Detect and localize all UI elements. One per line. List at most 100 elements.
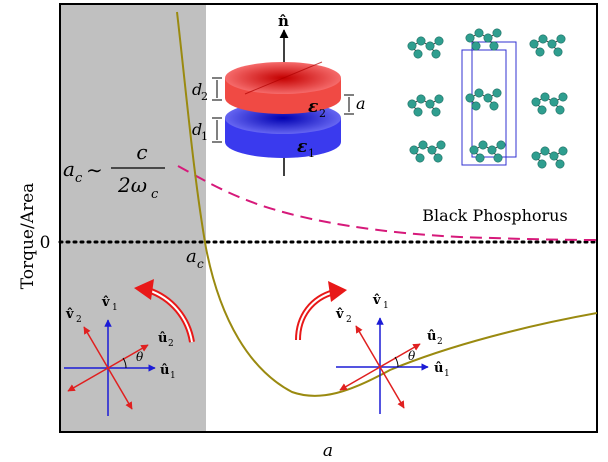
atom [471,101,481,111]
atom [553,47,563,57]
v2-sub-right: 2 [346,315,352,325]
atom [492,88,502,98]
atom [434,36,444,46]
eps1-sub: 1 [308,147,315,160]
atom [556,34,566,44]
ac-formula-den: 2ω [117,173,147,197]
atom [465,33,475,43]
black-phosphorus-lattice [407,28,568,169]
v2-axis-left-neg [107,367,133,410]
torque-curve [176,11,597,397]
d1-sub: 1 [201,130,208,143]
ac-formula: a c ∼ c 2ω c [63,140,165,202]
atom [425,41,435,51]
atom [537,105,547,115]
v2-label-right: v̂ [335,307,344,322]
eps2-label: ε [308,97,318,117]
dashed-curve [177,165,597,241]
atom [535,47,545,57]
atom [540,146,550,156]
ac-formula-sim: ∼ [86,158,103,182]
atom [465,93,475,103]
atom [496,140,506,150]
atom [474,28,484,38]
ac-formula-den-sub: c [151,187,159,202]
atom [418,140,428,150]
atom [558,146,568,156]
atom [483,33,493,43]
rotation-arrow-right-head [328,281,347,302]
atom [489,41,499,51]
rotation-arrow-left-inner [147,289,193,343]
ac-formula-lhs: a [63,157,75,181]
v2-axis-right-neg [379,366,405,409]
atom [529,39,539,49]
atom [474,88,484,98]
u1-label-right: û [434,361,443,376]
u2-axis-left-neg [67,367,109,392]
theta-arc-left [122,357,127,369]
shaded-region [60,4,206,432]
atom [415,153,425,163]
theta-arc-right [394,356,399,368]
u1-sub-left: 1 [170,371,176,381]
atom [407,41,417,51]
atom [547,39,557,49]
unit-cell-front [461,49,507,166]
atom [469,145,479,155]
u2-sub-left: 2 [168,339,174,349]
x-axis-label: a [323,441,333,461]
u2-axis-left [107,344,149,369]
rotation-arrow-left-head [134,279,154,300]
atom [537,159,547,169]
v2-sub-left: 2 [76,315,82,325]
atom [407,99,417,109]
plot-frame [59,3,598,433]
u2-axis-right-neg [339,366,381,391]
y-axis-label: Torque/Area [18,183,38,290]
ac-formula-lhs-sub: c [75,171,83,186]
basis-right: θ v̂ 1 v̂ 2 û 2 û 1 [295,281,450,414]
atom [416,36,426,46]
atom [409,145,419,155]
atom [483,93,493,103]
atom [478,140,488,150]
atom [475,153,485,163]
d1-label: d [192,120,202,139]
atom [471,41,481,51]
atom [549,151,559,161]
atom [431,107,441,117]
gap-label: a [356,94,366,113]
eps1-label: ε [297,137,307,157]
theta-label-right: θ [408,349,416,363]
atom [431,49,441,59]
atom [487,145,497,155]
atom [413,107,423,117]
atom [425,99,435,109]
u1-sub-right: 1 [444,369,450,379]
atom [558,92,568,102]
material-label: Black Phosphorus [422,206,567,225]
atom [427,145,437,155]
ac-formula-num: c [136,140,147,164]
eps2-sub: 2 [319,107,326,120]
u2-axis-right [379,343,421,368]
atom [549,97,559,107]
atom [434,94,444,104]
v1-label-right: v̂ [372,293,381,308]
atom [433,153,443,163]
atom [540,92,550,102]
atom [538,34,548,44]
u2-label-right: û [427,329,436,344]
unit-cell-back [471,41,517,158]
basis-left: θ v̂ 1 v̂ 2 û 2 û 1 [64,279,195,416]
ac-point-label: a [186,246,197,267]
atom [555,105,565,115]
atom [531,151,541,161]
atom [489,101,499,111]
v2-axis-right [355,325,381,368]
n-hat-label: n̂ [278,12,289,30]
top-slab-stripe [244,61,323,95]
v1-sub-left: 1 [112,303,118,313]
